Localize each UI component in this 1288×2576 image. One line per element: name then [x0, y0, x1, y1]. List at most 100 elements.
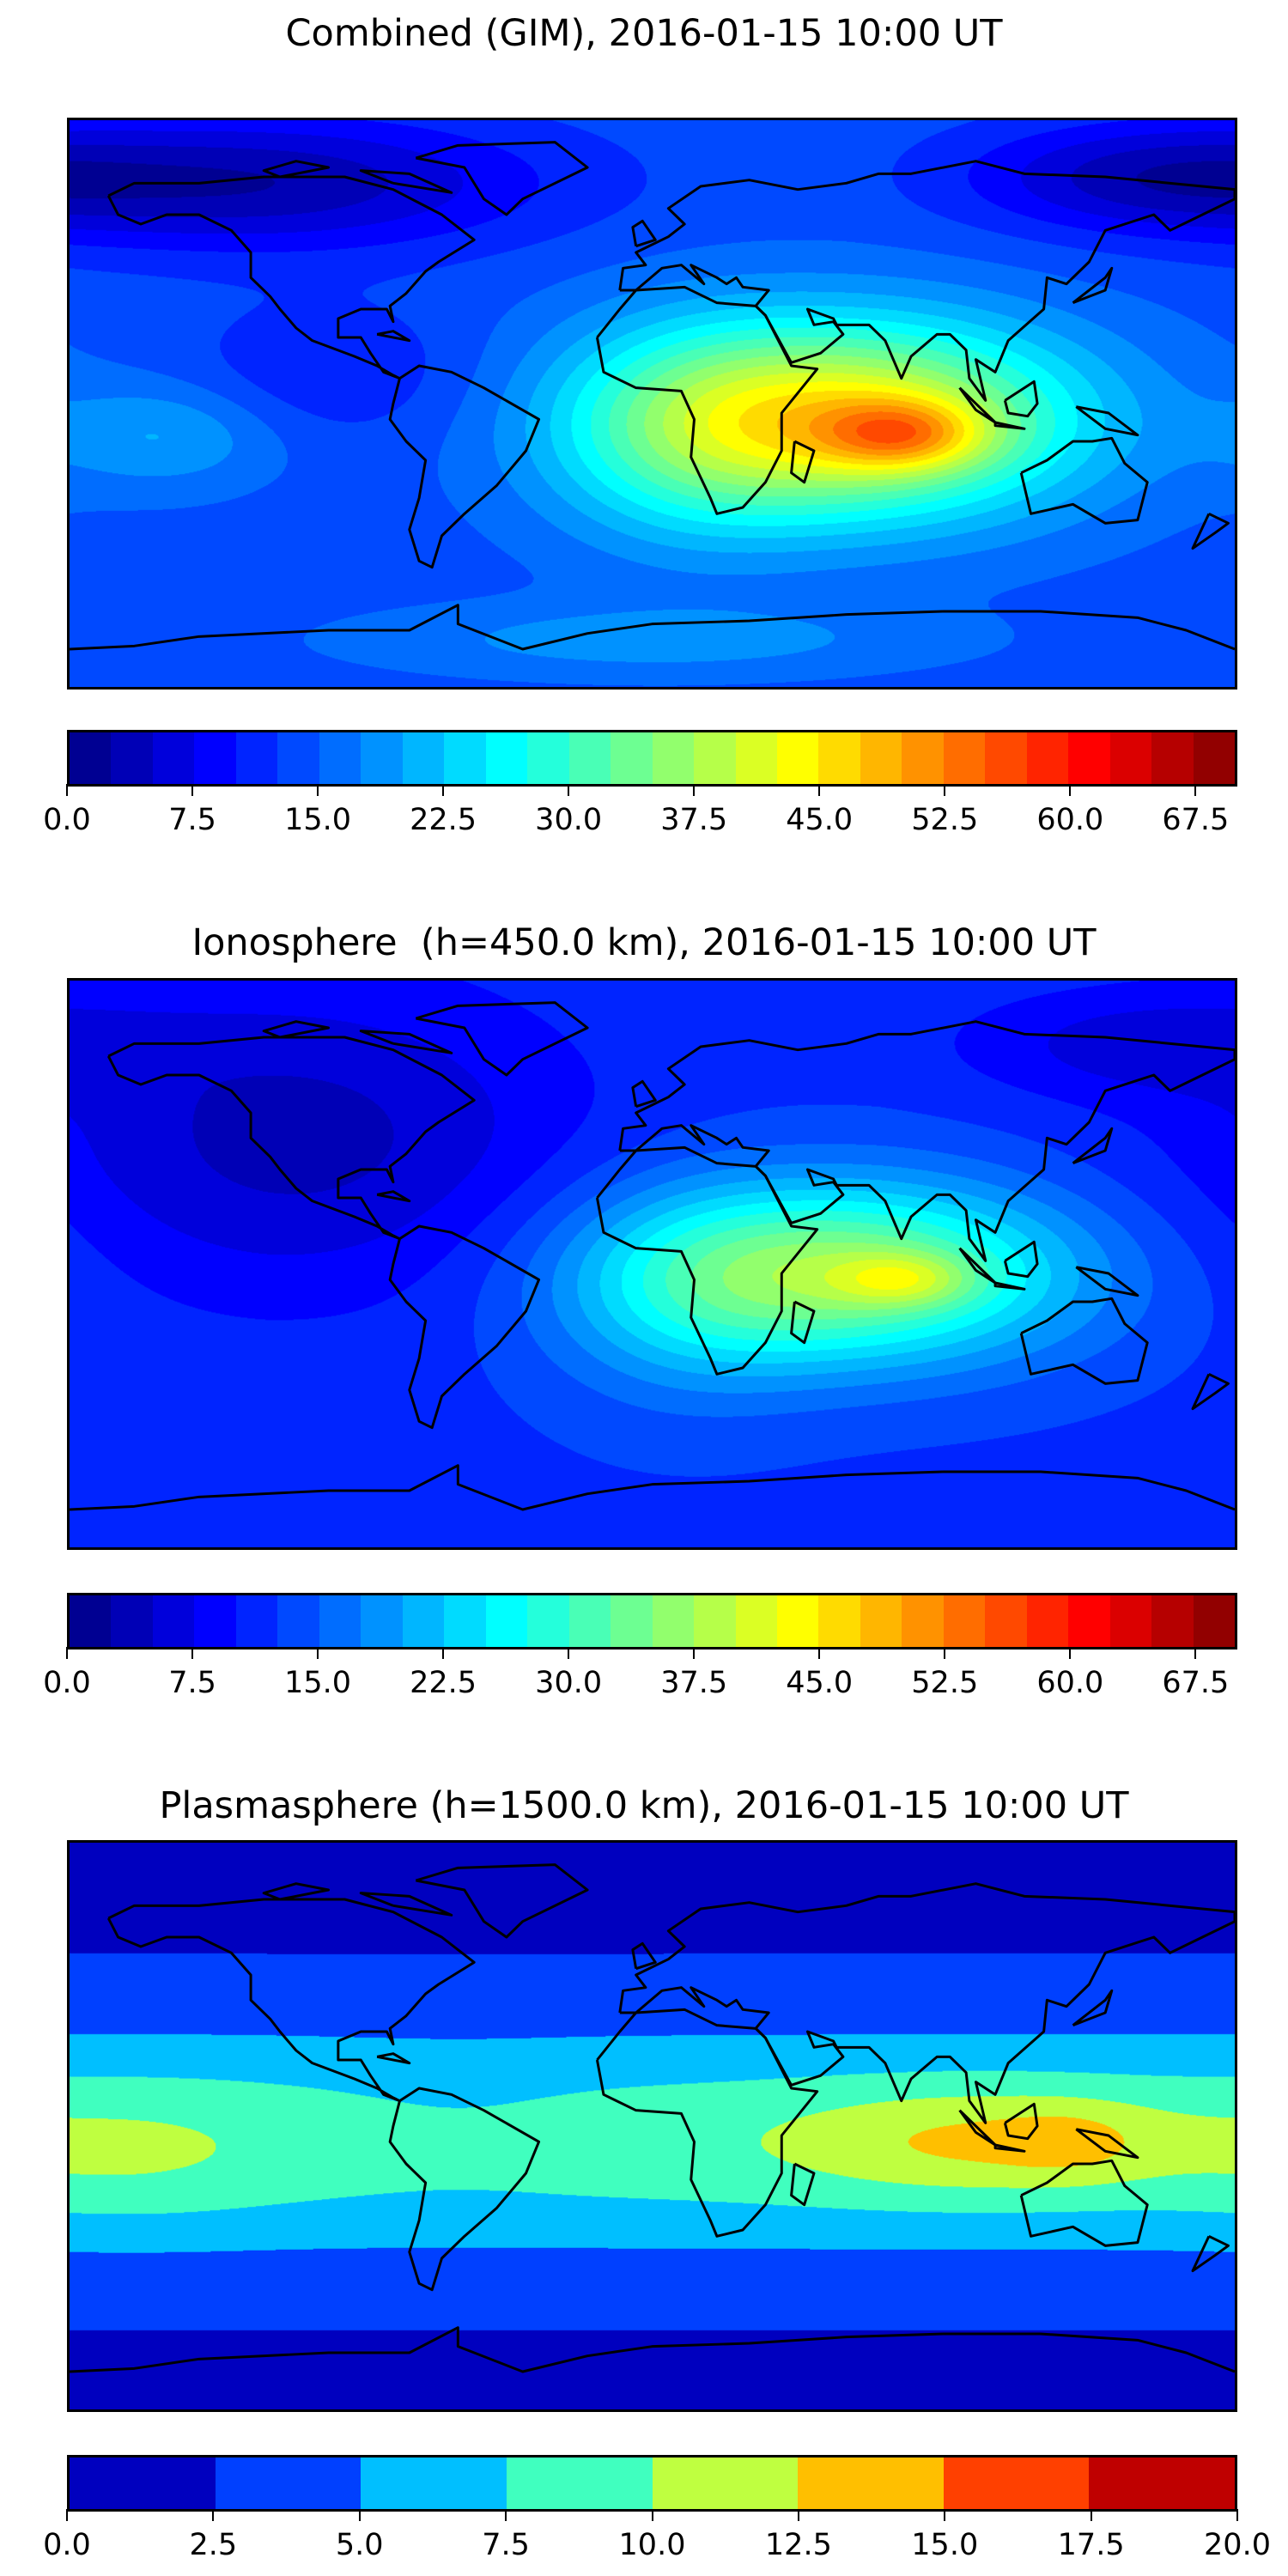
- coastline: [790, 1300, 816, 1345]
- colorbar-tick: [944, 1647, 946, 1659]
- colorbar-tick-label: 0.0: [43, 2528, 91, 2562]
- colorbar-segment: [818, 732, 860, 784]
- coastlines-plasmasphere: [70, 1863, 1235, 2373]
- coastlines-ionosphere: [70, 1001, 1235, 1511]
- colorbar-tick-label: 15.0: [284, 803, 352, 837]
- colorbar-segment: [943, 1595, 986, 1647]
- colorbar-tick: [944, 784, 946, 796]
- map-ionosphere: [67, 978, 1237, 1550]
- coastline: [106, 1036, 476, 1241]
- coastline: [1003, 2102, 1039, 2141]
- colorbar-ionosphere: [67, 1593, 1237, 1649]
- colorbar-tick-label: 45.0: [786, 1666, 854, 1700]
- coastline: [415, 1863, 589, 1939]
- coastline: [1003, 1240, 1039, 1279]
- colorbar-tick: [693, 784, 696, 796]
- colorbar-tick-label: 7.5: [482, 2528, 530, 2562]
- colorbar-segment: [485, 732, 528, 784]
- colorbar-segment: [902, 1595, 944, 1647]
- colorbar-segment: [194, 732, 236, 784]
- colorbar-segment: [1026, 732, 1069, 784]
- coastline: [1072, 1127, 1114, 1165]
- colorbar-tick-label: 52.5: [911, 1666, 979, 1700]
- coastline: [376, 2052, 411, 2065]
- colorbar-segment: [527, 1595, 569, 1647]
- colorbar-segment: [444, 732, 486, 784]
- coastline: [993, 421, 1026, 430]
- colorbar-segment: [1193, 732, 1236, 784]
- coastline: [70, 2326, 1235, 2373]
- colorbar-segment: [735, 732, 777, 784]
- colorbar-segment: [70, 2458, 216, 2509]
- colorbar-segment: [1151, 732, 1194, 784]
- coastline: [1072, 1989, 1114, 2027]
- coastline: [262, 160, 331, 179]
- colorbar-tick: [66, 1647, 68, 1659]
- coastline: [262, 1882, 331, 1901]
- colorbar-segment: [694, 732, 736, 784]
- colorbar-segment: [652, 1595, 695, 1647]
- colorbar-tick: [442, 1647, 445, 1659]
- colorbar-tick-label: 7.5: [168, 803, 216, 837]
- colorbar-segment: [361, 732, 403, 784]
- coastline: [388, 2087, 541, 2292]
- colorbar-tick-label: 2.5: [189, 2528, 238, 2562]
- plot-title-ionosphere: Ionosphere (h=450.0 km), 2016-01-15 10:0…: [191, 921, 1097, 964]
- coastline: [631, 1941, 657, 1971]
- colorbar-segment: [652, 732, 695, 784]
- map-combined: [67, 118, 1237, 690]
- colorbar-tick: [442, 784, 445, 796]
- colorbar-segment: [776, 1595, 819, 1647]
- colorbar-segment: [111, 1595, 153, 1647]
- colorbar-segment: [1151, 1595, 1194, 1647]
- colorbar-segment: [860, 1595, 902, 1647]
- coastline: [618, 160, 1235, 402]
- colorbar-segment: [735, 1595, 777, 1647]
- colorbar-tick: [66, 2509, 68, 2521]
- coastline: [618, 1882, 1235, 2124]
- colorbar-tick-label: 60.0: [1036, 1666, 1104, 1700]
- colorbar-segment: [1026, 1595, 1069, 1647]
- coastline: [1019, 2159, 1149, 2247]
- colorbar-tick: [1069, 784, 1072, 796]
- colorbar-tick-label: 52.5: [911, 803, 979, 837]
- colorbar-segment: [277, 1595, 319, 1647]
- colorbar-tick: [693, 1647, 696, 1659]
- colorbar-segment: [1109, 1595, 1152, 1647]
- coastline: [958, 1247, 997, 1285]
- coastline: [790, 2162, 816, 2207]
- coastlines-combined: [70, 141, 1235, 651]
- colorbar-tick: [818, 784, 821, 796]
- colorbar-segment: [860, 732, 902, 784]
- colorbar-tick: [358, 2509, 361, 2521]
- colorbar-tick: [191, 1647, 194, 1659]
- coastline: [1191, 2234, 1230, 2273]
- colorbar-segment: [611, 732, 653, 784]
- colorbar-segment: [70, 1595, 112, 1647]
- colorbar-ticks-combined: 0.0 7.5 15.0 22.5 30.0 37.5 45.0 52.5 60.0 67.5: [43, 784, 1237, 844]
- colorbar-tick-label: 30.0: [535, 1666, 603, 1700]
- colorbar-segment: [235, 732, 278, 784]
- colorbar-segment: [235, 1595, 278, 1647]
- colorbar-segment: [902, 732, 944, 784]
- colorbar-segment: [611, 1595, 653, 1647]
- colorbar-tick: [66, 784, 68, 796]
- colorbar-segment: [652, 2458, 799, 2509]
- colorbar-tick-label: 67.5: [1162, 803, 1230, 837]
- colorbar-tick: [651, 2509, 653, 2521]
- coastline: [595, 1145, 819, 1376]
- coastline: [631, 219, 657, 248]
- coastline: [415, 1001, 589, 1077]
- colorbar-segment: [319, 1595, 361, 1647]
- colorbar-segment: [361, 2458, 507, 2509]
- coastline: [262, 1020, 331, 1039]
- coastline: [70, 1464, 1235, 1511]
- coastline: [388, 1224, 541, 1430]
- colorbar-tick: [317, 1647, 319, 1659]
- colorbar-tick: [568, 1647, 570, 1659]
- colorbar-tick: [1194, 1647, 1197, 1659]
- coastline: [359, 169, 453, 194]
- colorbar-segment: [194, 1595, 236, 1647]
- coastline: [958, 2109, 997, 2147]
- colorbar-tick-label: 37.5: [660, 1666, 728, 1700]
